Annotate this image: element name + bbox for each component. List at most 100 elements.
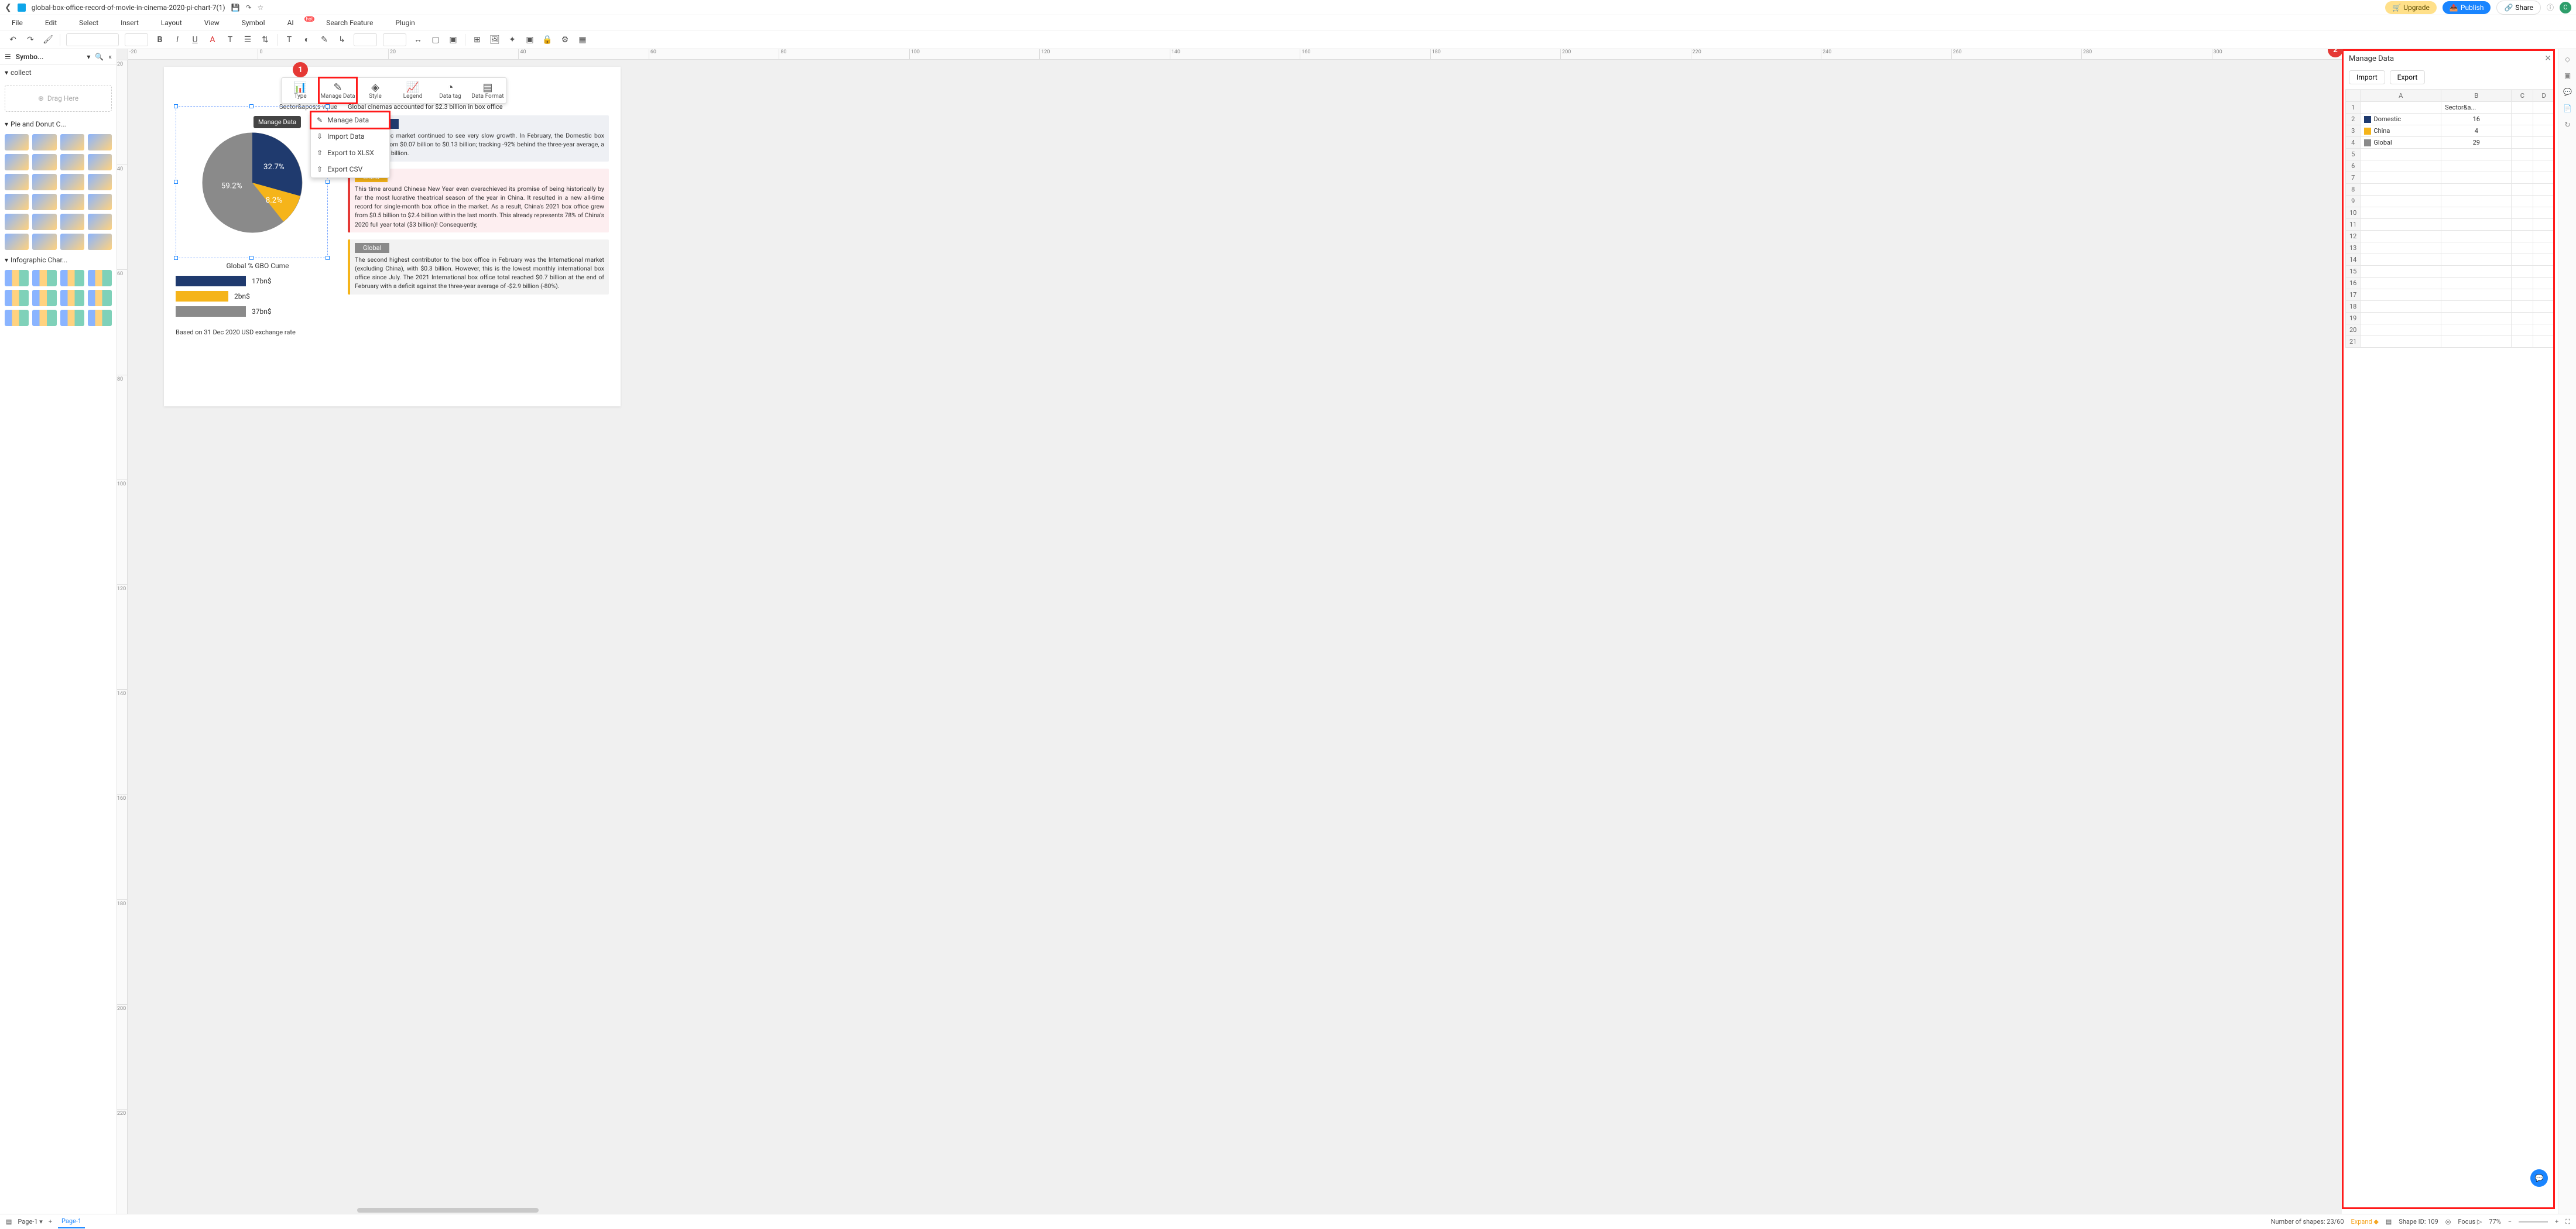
fullscreen-icon[interactable]: ⛶	[2565, 1218, 2570, 1226]
chart-thumb[interactable]	[88, 290, 112, 306]
style-button[interactable]: ◈Style	[357, 78, 394, 103]
image-icon[interactable]: 🖼	[489, 34, 501, 46]
zoom-slider[interactable]	[2519, 1221, 2548, 1223]
pie-chart-selected[interactable]: 32.7% 8.2% 59.2%	[176, 106, 328, 258]
menu-edit[interactable]: Edit	[45, 19, 57, 27]
chart-thumb[interactable]	[60, 174, 84, 190]
crop-icon[interactable]: ▣	[524, 34, 536, 46]
chart-thumb[interactable]	[88, 234, 112, 250]
shape-icon[interactable]: ▢	[430, 34, 441, 46]
chart-thumb[interactable]	[5, 174, 29, 190]
textbox-icon[interactable]: T	[283, 34, 295, 46]
page-canvas[interactable]: GLOBAL BOX OFFICE RECORDS BEST MONTH IN …	[164, 67, 621, 406]
export-icon[interactable]: ↷	[245, 4, 251, 12]
chart-thumb[interactable]	[60, 270, 84, 286]
import-button[interactable]: Import	[2349, 70, 2385, 84]
avatar[interactable]: C	[2560, 2, 2571, 13]
search-icon[interactable]: 🔍	[95, 53, 104, 61]
connector-icon[interactable]: ↳	[336, 34, 348, 46]
menu-select[interactable]: Select	[79, 19, 98, 27]
export-button[interactable]: Export	[2390, 70, 2426, 84]
dataformat-button[interactable]: ▤Data Format	[469, 78, 506, 103]
menu-search[interactable]: Search Feature	[326, 19, 373, 27]
lineweight-select[interactable]	[354, 33, 377, 46]
chart-thumb[interactable]	[5, 194, 29, 210]
menu-plugin[interactable]: Plugin	[395, 19, 415, 27]
chart-thumb[interactable]	[88, 270, 112, 286]
rail-icon[interactable]: ▣	[2564, 71, 2571, 80]
chart-thumb[interactable]	[5, 214, 29, 230]
rail-icon[interactable]: 📄	[2563, 104, 2572, 112]
legend-button[interactable]: 📈Legend	[394, 78, 431, 103]
back-icon[interactable]: ❮	[5, 3, 12, 12]
menu-symbol[interactable]: Symbol	[242, 19, 265, 27]
chart-thumb[interactable]	[88, 134, 112, 150]
expand-link[interactable]: Expand ◆	[2351, 1218, 2379, 1225]
menu-file[interactable]: File	[12, 19, 23, 27]
menu-ai[interactable]: AIhot	[287, 19, 304, 27]
save-icon[interactable]: 💾	[231, 4, 240, 12]
effects-icon[interactable]: ✦	[506, 34, 518, 46]
collapse-icon[interactable]: «	[108, 53, 112, 61]
rail-icon[interactable]: 💬	[2563, 88, 2572, 96]
fontsize-select[interactable]	[125, 33, 148, 46]
canvas-area[interactable]: -200204060801001201401601802002202402602…	[117, 49, 2342, 1214]
close-icon[interactable]: ✕	[2544, 54, 2551, 63]
chart-thumb[interactable]	[32, 174, 56, 190]
distribute-icon[interactable]: ⊞	[471, 34, 483, 46]
datatag-button[interactable]: ◔Data tag	[431, 78, 469, 103]
pages-icon[interactable]: ▤	[6, 1218, 12, 1225]
chart-thumb[interactable]	[88, 174, 112, 190]
menu-insert[interactable]: Insert	[121, 19, 139, 27]
zoom-in-icon[interactable]: +	[2555, 1218, 2558, 1225]
upgrade-button[interactable]: 🛒 Upgrade	[2385, 1, 2437, 14]
lock-icon[interactable]: 🔒	[542, 34, 553, 46]
align-icon[interactable]: ☰	[242, 34, 254, 46]
format-painter-icon[interactable]: 🖌	[42, 34, 54, 46]
line-icon[interactable]: ✎	[318, 34, 330, 46]
pie-section[interactable]: ▾Pie and Donut C...	[5, 120, 112, 128]
share-button[interactable]: 🔗 Share	[2496, 1, 2541, 15]
chart-thumb[interactable]	[32, 134, 56, 150]
fontcolor-icon[interactable]: A	[207, 34, 218, 46]
dd-manage-data[interactable]: ✎Manage Data	[311, 112, 389, 128]
undo-icon[interactable]: ↶	[7, 34, 19, 46]
chart-thumb[interactable]	[32, 214, 56, 230]
horizontal-scrollbar[interactable]	[246, 1207, 2342, 1214]
chart-thumb[interactable]	[5, 310, 29, 326]
menu-layout[interactable]: Layout	[161, 19, 182, 27]
tools-icon[interactable]: ⚙	[559, 34, 571, 46]
dropdown-icon[interactable]: ▾	[87, 53, 90, 61]
textstyle-icon[interactable]: T	[224, 34, 236, 46]
bold-icon[interactable]: B	[154, 34, 166, 46]
chart-thumb[interactable]	[60, 194, 84, 210]
chart-thumb[interactable]	[5, 154, 29, 170]
chart-thumb[interactable]	[32, 234, 56, 250]
redo-icon[interactable]: ↷	[25, 34, 36, 46]
chart-thumb[interactable]	[32, 270, 56, 286]
drag-here-zone[interactable]: ⊕Drag Here	[5, 85, 112, 112]
chart-thumb[interactable]	[88, 194, 112, 210]
dd-import-data[interactable]: ⇩Import Data	[311, 128, 389, 145]
infographic-section[interactable]: ▾Infographic Char...	[5, 256, 112, 264]
chart-thumb[interactable]	[60, 134, 84, 150]
table-icon[interactable]: ▦	[577, 34, 588, 46]
chart-thumb[interactable]	[5, 234, 29, 250]
page-select[interactable]: Page-1 ▾	[18, 1218, 42, 1225]
chart-thumb[interactable]	[60, 154, 84, 170]
chart-thumb[interactable]	[32, 194, 56, 210]
font-select[interactable]	[66, 33, 119, 46]
chart-thumb[interactable]	[5, 270, 29, 286]
fill-icon[interactable]: ◐	[301, 34, 313, 46]
panel-menu-icon[interactable]: ☰	[5, 53, 11, 61]
data-grid[interactable]: ABCD1Sector&a...2Domestic163China44Globa…	[2345, 89, 2555, 1214]
chart-type-button[interactable]: 📊Type	[282, 78, 319, 103]
chart-thumb[interactable]	[88, 154, 112, 170]
chart-thumb[interactable]	[5, 290, 29, 306]
page-tab[interactable]: Page-1	[58, 1215, 85, 1228]
publish-button[interactable]: 📤 Publish	[2443, 1, 2491, 14]
zoom-level[interactable]: 77%	[2489, 1218, 2500, 1225]
underline-icon[interactable]: U	[189, 34, 201, 46]
star-icon[interactable]: ☆	[258, 4, 264, 12]
chart-thumb[interactable]	[88, 310, 112, 326]
